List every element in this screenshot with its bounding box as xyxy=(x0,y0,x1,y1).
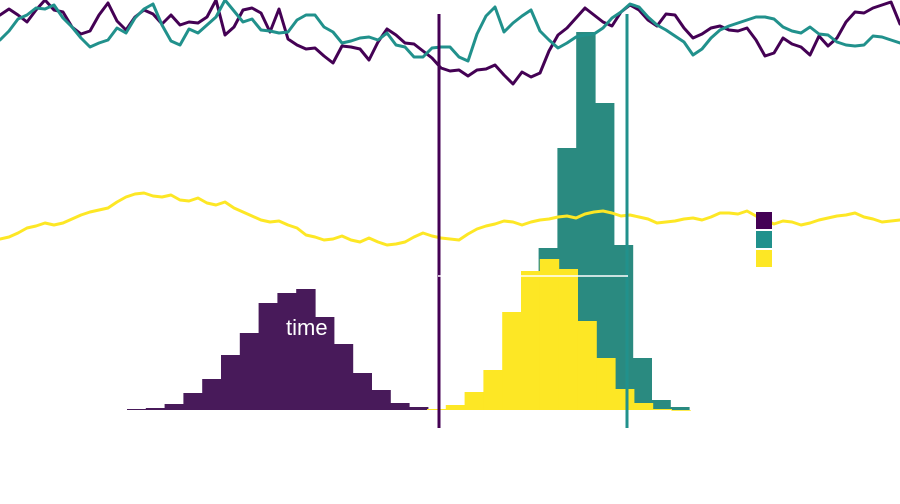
hist-bar-s0-6 xyxy=(239,333,260,410)
hist-bar-s2-4 xyxy=(502,312,522,410)
hist-bar-s2-13 xyxy=(671,410,691,411)
hist-bar-s2-12 xyxy=(652,409,672,410)
hist-bar-s0-8 xyxy=(277,293,297,410)
hist-bar-s1-7 xyxy=(632,358,652,410)
hist-bar-s2-8 xyxy=(577,321,597,410)
hist-bar-s0-0 xyxy=(127,409,147,410)
hist-bar-s0-3 xyxy=(183,393,203,410)
hist-bar-s1-4 xyxy=(576,32,596,410)
hist-bar-s0-9 xyxy=(296,289,316,410)
legend-swatch-purple xyxy=(756,212,772,229)
hist-bar-s0-7 xyxy=(258,303,278,410)
hist-bar-s1-6 xyxy=(613,245,634,410)
line-series-1 xyxy=(0,0,900,63)
hist-bar-s0-2 xyxy=(164,404,184,410)
vertical-marker-layer xyxy=(437,14,629,428)
legend-swatch-teal xyxy=(756,231,772,248)
hist-bar-s2-9 xyxy=(596,358,616,410)
hist-bar-s2-1 xyxy=(445,405,466,410)
hist-bar-s2-11 xyxy=(633,403,654,410)
hist-bar-s0-5 xyxy=(221,355,241,410)
hist-bar-s0-13 xyxy=(371,390,391,410)
hist-bar-s0-15 xyxy=(409,407,429,410)
hist-bar-s1-8 xyxy=(651,400,671,410)
hist-bar-s2-3 xyxy=(483,370,503,410)
hist-bar-s1-9 xyxy=(670,407,690,410)
annotation-label: time xyxy=(286,315,328,340)
legend-swatch-yellow xyxy=(756,250,772,267)
hist-bar-s0-10 xyxy=(315,317,335,410)
line-plot-layer xyxy=(0,0,900,247)
hist-bar-s1-5 xyxy=(595,103,615,410)
histogram-layer xyxy=(127,32,691,411)
hist-bar-s2-6 xyxy=(539,259,560,410)
hist-bar-s0-14 xyxy=(390,403,410,410)
hist-bar-s0-1 xyxy=(145,408,166,410)
hist-bar-s0-11 xyxy=(333,344,354,410)
line-series-2 xyxy=(0,191,900,247)
hist-bar-s0-4 xyxy=(202,379,222,410)
hist-bar-s2-7 xyxy=(558,269,578,410)
hist-bar-s2-5 xyxy=(521,271,541,410)
hist-bar-s2-10 xyxy=(615,389,635,410)
line-series-0 xyxy=(0,0,900,86)
hist-bar-s2-0 xyxy=(427,409,447,410)
hist-bar-s2-2 xyxy=(464,392,484,410)
legend xyxy=(756,212,772,267)
hist-bar-s0-12 xyxy=(352,373,372,410)
